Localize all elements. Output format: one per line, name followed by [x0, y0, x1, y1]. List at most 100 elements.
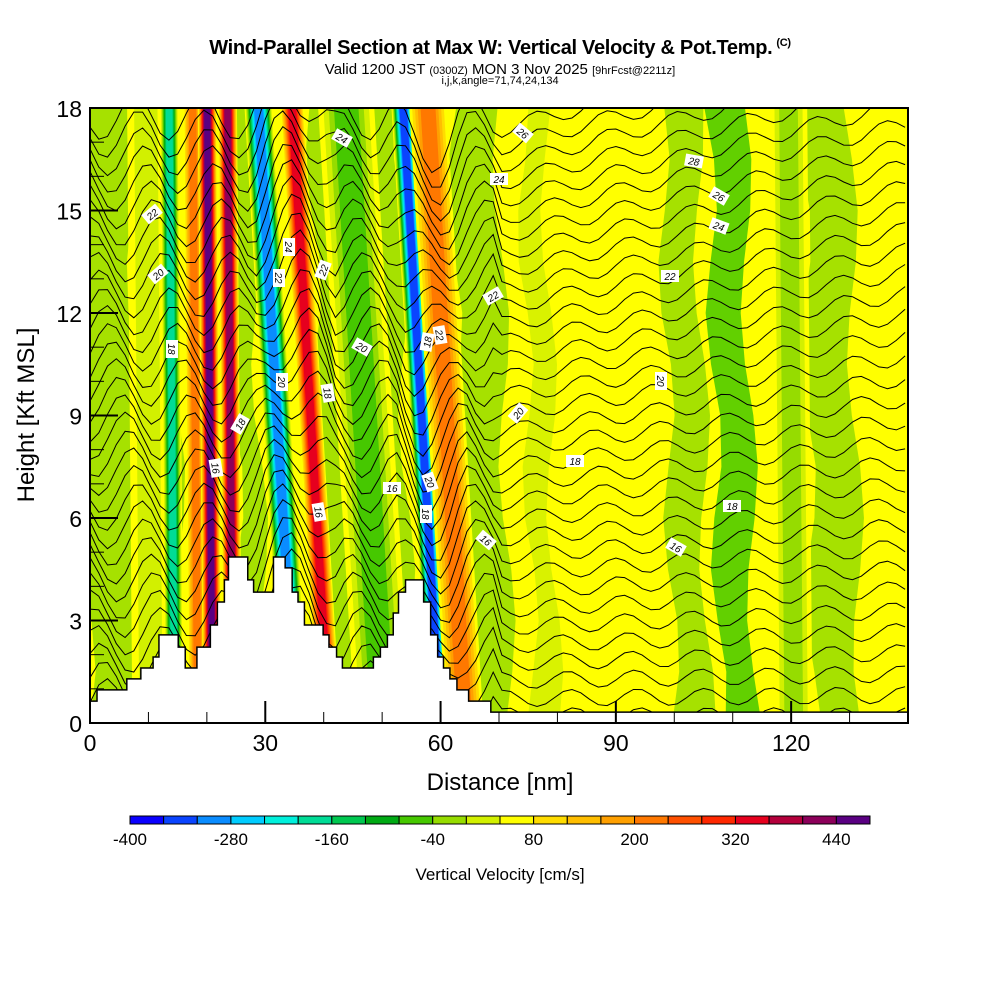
x-tick-label: 0: [84, 730, 97, 756]
velocity-band: [779, 108, 804, 723]
terrain: [90, 556, 908, 723]
colorbar-swatch: [196, 815, 232, 825]
colorbar-swatch: [465, 815, 501, 825]
contour-label-box: [147, 263, 169, 285]
contour-label-box: [665, 537, 687, 557]
contour-label-box: [475, 529, 497, 551]
contour-label-text: 24: [492, 175, 505, 186]
field-patch: [658, 108, 717, 723]
forecast-info: [9hrFcst@2211z]: [592, 65, 676, 77]
velocity-band: [333, 108, 396, 723]
contour-label-box: [283, 238, 295, 256]
colorbar-tick-label: 440: [822, 830, 850, 849]
theta-contour: [90, 242, 906, 353]
velocity-band: [204, 108, 216, 723]
colorbar-swatch: [734, 815, 770, 825]
contour-label-text: 18: [320, 387, 333, 400]
contour-label-text: 20: [275, 375, 286, 388]
contour-label-text: 20: [654, 374, 665, 387]
contour-label-box: [320, 383, 336, 403]
contour-label-box: [166, 340, 178, 358]
contour-label: 24: [331, 128, 353, 148]
contour-label-text: 22: [317, 263, 332, 279]
contour-label: 18: [320, 383, 336, 403]
colorbar-tick-label: -400: [113, 830, 147, 849]
y-tick-label: 9: [69, 404, 82, 430]
theta-contour: [90, 370, 906, 476]
theta-contour: [90, 181, 906, 291]
field-patch: [794, 108, 864, 723]
contour-label-text: 18: [569, 457, 581, 468]
contour-label: 18: [230, 413, 250, 435]
theta-contour: [90, 469, 906, 579]
contour-label: 22: [482, 286, 504, 306]
potential-temperature-contours: [90, 108, 906, 723]
contour-label-text: 18: [726, 502, 738, 513]
contour-label-text: 24: [710, 220, 726, 235]
contour-label-text: 22: [485, 290, 501, 306]
y-tick-label: 6: [69, 506, 82, 532]
contour-label: 22: [661, 270, 679, 283]
theta-contour: [90, 328, 906, 436]
y-tick-label: 18: [56, 96, 82, 122]
contour-label: 18: [566, 455, 584, 468]
contour-label-text: 22: [663, 272, 676, 283]
theta-contour: [90, 412, 906, 512]
colorbar-swatch: [533, 815, 568, 825]
contour-label-text: 16: [208, 462, 221, 475]
colorbar-swatch: [364, 815, 400, 825]
axes: 0 30 60 90 120 0 3 6 9 12 15 18: [56, 96, 909, 756]
x-tick-label: 30: [252, 730, 278, 756]
terrain-profile: [90, 556, 908, 723]
contour-label-box: [432, 325, 448, 345]
colorbar-tick-label: 200: [620, 830, 648, 849]
theta-contour: [90, 120, 906, 250]
colorbar-swatch: [331, 815, 366, 825]
contour-label-text: 22: [432, 328, 445, 342]
colorbar-swatch: [600, 815, 636, 825]
theta-contour: [90, 108, 585, 174]
theta-contour: [90, 454, 906, 561]
contour-label-text: 18: [422, 335, 435, 348]
theta-contour: [90, 532, 906, 639]
contour-label-box: [419, 332, 435, 352]
contour-label-box: [420, 505, 432, 523]
colorbar-label: Vertical Velocity [cm/s]: [415, 865, 584, 884]
colorbar-swatch: [802, 815, 837, 825]
contour-label: 16: [383, 482, 401, 495]
field-patch: [704, 108, 762, 723]
contour-label: 20: [654, 372, 667, 390]
theta-contour: [90, 264, 906, 376]
colorbar-swatch: [667, 815, 703, 825]
contour-label-text: 16: [311, 506, 324, 519]
colorbar-swatch: [129, 815, 165, 825]
velocity-band: [420, 108, 473, 723]
contour-label: 24: [282, 238, 295, 256]
chart-title-text: Wind-Parallel Section at Max W: Vertical…: [209, 37, 773, 59]
x-tick-label: 120: [772, 730, 810, 756]
contour-label: 18: [419, 505, 432, 523]
contour-label: 20: [275, 373, 288, 391]
colorbar-swatch: [634, 815, 669, 825]
contour-label-box: [708, 186, 730, 206]
colorbar-swatch: [768, 815, 804, 825]
theta-contour: [90, 108, 906, 236]
theta-contour: [90, 140, 906, 266]
chart-title: Wind-Parallel Section at Max W: Vertical…: [0, 37, 1000, 60]
theta-contour: [90, 483, 906, 595]
contour-label-box: [141, 203, 163, 225]
contour-label: 24: [708, 217, 730, 235]
x-axis-label: Distance [nm]: [427, 769, 574, 796]
contour-label: 16: [208, 458, 224, 478]
contour-label: 22: [314, 259, 332, 281]
contour-label-text: 20: [421, 474, 436, 490]
theta-contour: [90, 350, 906, 457]
chart-subtitle: Valid 1200 JST (0300Z) MON 3 Nov 2025 [9…: [0, 61, 1000, 78]
contour-label-text: 28: [686, 156, 700, 169]
contour-label-text: 24: [333, 131, 349, 147]
contour-label-box: [314, 259, 332, 281]
contour-label-box: [490, 173, 508, 185]
valid-date: MON 3 Nov 2025: [472, 61, 588, 78]
theta-contour: [90, 160, 906, 279]
